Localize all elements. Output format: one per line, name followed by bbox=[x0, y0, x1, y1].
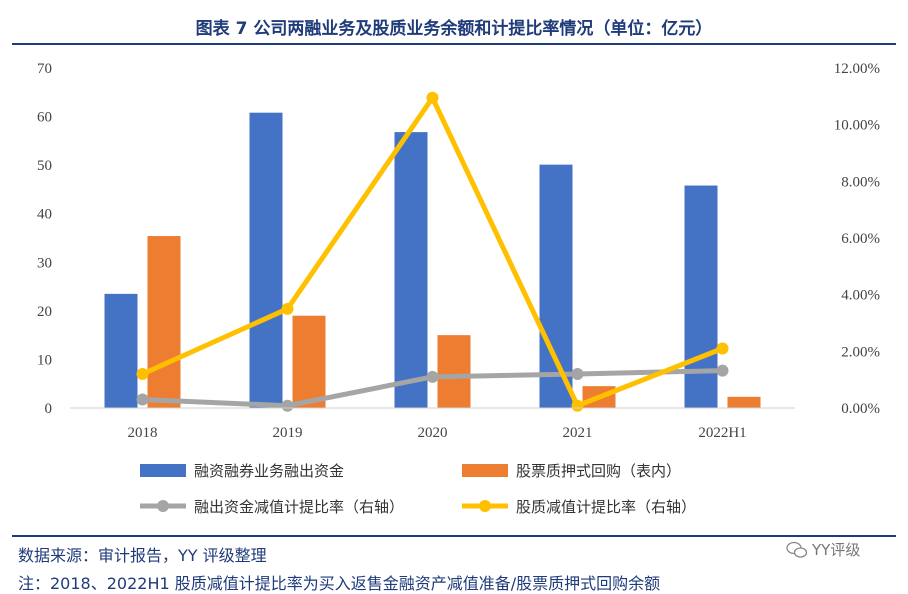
x-tick-label: 2022H1 bbox=[698, 425, 746, 441]
left-tick-label: 0 bbox=[45, 401, 53, 417]
x-tick-label: 2019 bbox=[273, 425, 303, 441]
bar-margin-financing bbox=[684, 185, 718, 408]
title-divider bbox=[12, 43, 896, 45]
chart-title: 图表 7 公司两融业务及股质业务余额和计提比率情况（单位：亿元） bbox=[195, 19, 713, 39]
legend-marker bbox=[479, 500, 491, 512]
bar-layer bbox=[104, 112, 761, 408]
left-tick-label: 40 bbox=[37, 207, 52, 223]
left-tick-label: 50 bbox=[37, 158, 52, 174]
left-axis-ticks: 0 10 20 30 40 50 60 70 bbox=[37, 61, 52, 417]
x-tick-label: 2018 bbox=[128, 425, 158, 441]
right-tick-label: 12.00% bbox=[834, 61, 880, 77]
legend-label: 融出资金减值计提比率（右轴） bbox=[194, 498, 404, 516]
left-tick-label: 10 bbox=[37, 352, 52, 368]
legend-label: 融资融券业务融出资金 bbox=[194, 462, 344, 480]
left-tick-label: 60 bbox=[37, 110, 52, 126]
x-tick-label: 2021 bbox=[563, 425, 593, 441]
left-tick-label: 70 bbox=[37, 61, 52, 77]
legend-swatch bbox=[462, 464, 508, 477]
legend-swatch bbox=[140, 464, 186, 477]
left-tick-label: 20 bbox=[37, 304, 52, 320]
line-layer bbox=[136, 91, 729, 412]
bar-stock-pledge bbox=[727, 396, 761, 408]
right-tick-label: 10.00% bbox=[834, 118, 880, 134]
brand-text: YY评级 bbox=[812, 541, 861, 559]
line-pledge-impairment bbox=[141, 95, 724, 409]
line-pledge-impairment-point bbox=[136, 368, 149, 380]
bar-margin-financing bbox=[539, 164, 573, 408]
line-financing-impairment-point bbox=[281, 399, 294, 412]
brand-watermark: YY评级 bbox=[786, 539, 860, 560]
line-financing-impairment-point bbox=[136, 393, 149, 406]
footnote: 注：2018、2022H1 股质减值计提比率为买入返售金融资产减值准备/股票质押… bbox=[18, 574, 661, 593]
footer-divider bbox=[12, 535, 896, 537]
right-tick-label: 0.00% bbox=[841, 401, 880, 417]
source-note: 数据来源：审计报告，YY 评级整理 bbox=[18, 546, 267, 565]
line-pledge-impairment-point bbox=[571, 399, 584, 412]
line-financing-impairment-point bbox=[571, 368, 584, 380]
line-financing-impairment-point bbox=[716, 364, 729, 377]
right-tick-label: 4.00% bbox=[841, 288, 880, 304]
combo-chart: 0 10 20 30 40 50 60 70 0.00% 2.00% 4.00% 6.00% 8.00… bbox=[37, 61, 880, 516]
legend-marker bbox=[157, 500, 169, 512]
left-tick-label: 30 bbox=[37, 255, 52, 271]
right-tick-label: 6.00% bbox=[841, 231, 880, 247]
line-pledge-impairment-point bbox=[426, 91, 439, 104]
right-tick-label: 2.00% bbox=[841, 344, 880, 360]
wechat-icon bbox=[786, 541, 808, 558]
bar-margin-financing bbox=[394, 132, 428, 408]
bar-margin-financing bbox=[249, 112, 283, 408]
x-axis-ticks: 2018 2019 2020 2021 2022H1 bbox=[128, 425, 747, 441]
line-pledge-impairment-point bbox=[716, 342, 729, 355]
line-financing-impairment-point bbox=[426, 370, 439, 383]
bar-stock-pledge bbox=[147, 236, 181, 408]
legend-label: 股票质押式回购（表内） bbox=[516, 462, 681, 480]
bar-stock-pledge bbox=[292, 315, 326, 408]
right-axis-ticks: 0.00% 2.00% 4.00% 6.00% 8.00% 10.00% 12.00% bbox=[834, 61, 880, 417]
bar-margin-financing bbox=[104, 293, 138, 408]
right-tick-label: 8.00% bbox=[841, 174, 880, 190]
x-tick-label: 2020 bbox=[418, 425, 448, 441]
legend-label: 股质减值计提比率（右轴） bbox=[516, 498, 696, 516]
legend: 融资融券业务融出资金 股票质押式回购（表内） 融出资金减值计提比率（右轴） 股质减值计… bbox=[140, 462, 696, 516]
line-pledge-impairment-point bbox=[281, 302, 294, 315]
bar-stock-pledge bbox=[437, 335, 471, 408]
